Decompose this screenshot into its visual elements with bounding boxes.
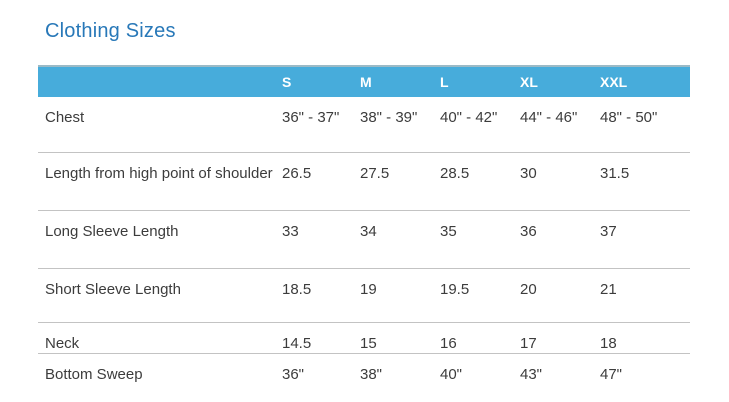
size-value: 36" - 37"	[282, 109, 340, 126]
size-value: 33	[282, 222, 299, 240]
size-table-body: Chest 36" - 37" 38" - 39" 40" - 42" 44" …	[38, 97, 690, 391]
column-header-s: S	[282, 65, 360, 97]
row-label: Bottom Sweep	[45, 365, 143, 383]
size-value: 43"	[520, 365, 543, 383]
table-row: Length from high point of shoulder 26.5 …	[38, 152, 690, 210]
row-label: Length from high point of shoulder	[45, 164, 273, 182]
row-label: Chest	[45, 109, 85, 126]
size-value: 34	[360, 222, 377, 240]
size-value: 38" - 39"	[360, 109, 418, 126]
size-value: 40" - 42"	[440, 109, 498, 126]
row-label: Long Sleeve Length	[45, 222, 179, 240]
column-header-xl: XL	[520, 65, 600, 97]
column-header-xxl: XXL	[600, 65, 690, 97]
size-value: 28.5	[440, 164, 470, 182]
table-row: Neck 14.5 15 16 17 18	[38, 322, 690, 353]
page-title: Clothing Sizes	[45, 20, 176, 42]
size-value: 19.5	[440, 280, 470, 298]
row-label: Neck	[45, 334, 80, 352]
row-label: Short Sleeve Length	[45, 280, 181, 298]
size-value: 18.5	[282, 280, 312, 298]
size-value: 47"	[600, 365, 623, 383]
size-value: 20	[520, 280, 537, 298]
column-header-m: M	[360, 65, 440, 97]
size-value: 19	[360, 280, 377, 298]
size-value: 48" - 50"	[600, 109, 658, 126]
size-value: 15	[360, 334, 377, 352]
size-value: 16	[440, 334, 457, 352]
header-row: S M L XL XXL	[38, 65, 690, 97]
table-row: Long Sleeve Length 33 34 35 36 37	[38, 210, 690, 268]
size-value: 30	[520, 164, 537, 182]
size-value: 44" - 46"	[520, 109, 578, 126]
size-value: 31.5	[600, 164, 630, 182]
table-row: Chest 36" - 37" 38" - 39" 40" - 42" 44" …	[38, 97, 690, 152]
clothing-size-table: S M L XL XXL Chest 36" - 37" 38" - 39" 4…	[38, 65, 690, 391]
column-header-l: L	[440, 65, 520, 97]
size-value: 38"	[360, 365, 383, 383]
table-row: Bottom Sweep 36" 38" 40" 43" 47"	[38, 353, 690, 391]
size-value: 18	[600, 334, 617, 352]
size-value: 21	[600, 280, 617, 298]
size-value: 36	[520, 222, 537, 240]
size-value: 35	[440, 222, 457, 240]
size-value: 14.5	[282, 334, 312, 352]
size-value: 27.5	[360, 164, 390, 182]
size-value: 40"	[440, 365, 463, 383]
size-table-header: S M L XL XXL	[38, 65, 690, 97]
size-value: 37	[600, 222, 617, 240]
table-row: Short Sleeve Length 18.5 19 19.5 20 21	[38, 268, 690, 322]
column-header-blank	[38, 65, 282, 97]
size-value: 36"	[282, 365, 305, 383]
size-value: 26.5	[282, 164, 312, 182]
size-value: 17	[520, 334, 537, 352]
